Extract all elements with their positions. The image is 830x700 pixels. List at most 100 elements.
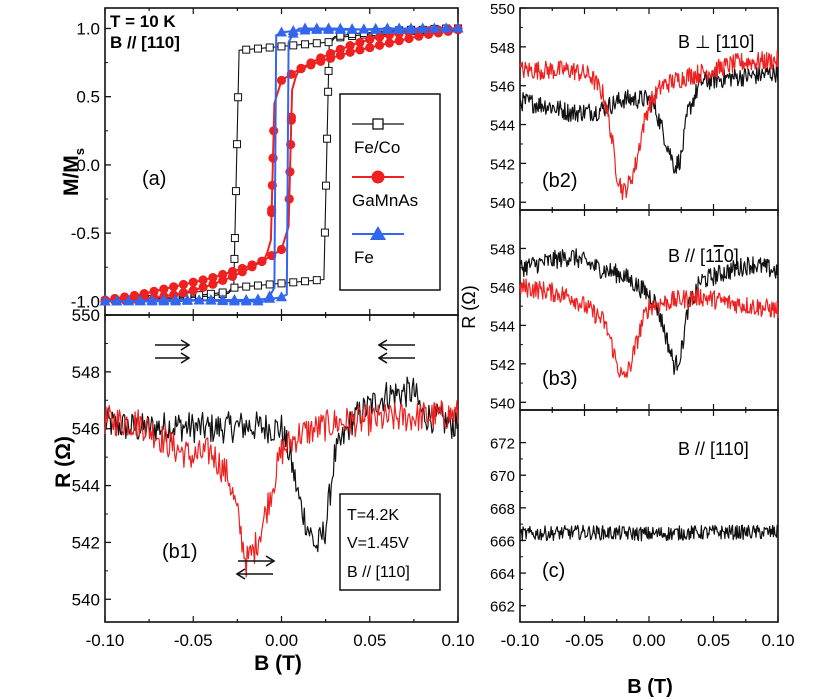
marker-gamnas (414, 31, 424, 41)
marker-fe (193, 294, 205, 305)
panel-c: 662 664 666 668 670 672 -0.10 -0.05 0.00 0.05 0.10 (490, 409, 795, 650)
marker-fe-co (234, 93, 243, 102)
left-xlabel: B (T) (254, 652, 302, 675)
marker-fe (134, 294, 146, 305)
marker-gamnas (178, 288, 189, 298)
legend: Fe/Co GaMnAs Fe (339, 93, 441, 291)
marker-fe-co (324, 66, 333, 75)
panel-b1-xtick-label: 0.05 (353, 631, 386, 650)
marker-gamnas (188, 277, 198, 287)
arrow-bottom-left-head (235, 568, 246, 580)
panel-b1-ytick-label: 550 (72, 306, 100, 325)
marker-fe-co (289, 278, 298, 287)
marker-fe (276, 26, 287, 37)
marker-gamnas (208, 279, 218, 289)
marker-gamnas (394, 36, 404, 46)
marker-fe-co (312, 39, 321, 48)
marker-fe (381, 22, 393, 33)
marker-fe-co (265, 43, 274, 52)
marker-fe (393, 22, 405, 33)
marker-fe (217, 295, 229, 306)
right-xlabel: B (T) (627, 676, 673, 698)
panel-c-series-trace (519, 524, 779, 542)
panel-b2-ytick-label: 550 (490, 1, 515, 18)
marker-fe (158, 293, 170, 304)
marker-fe (440, 22, 452, 33)
marker-gamnas (365, 42, 375, 53)
marker-gamnas (227, 271, 238, 281)
panel-b1-ytick-label: 542 (72, 533, 100, 552)
panel-a-ylabel: M/Ms (60, 148, 87, 196)
marker-fe (346, 23, 358, 34)
legend-marker-fe-co (372, 118, 384, 130)
info-field: B // [110] (347, 564, 410, 581)
panel-b2-field-label: B ⊥ [110] (678, 32, 754, 52)
marker-fe-co (312, 276, 321, 285)
marker-gamnas (374, 40, 385, 50)
panel-b3-series-sweep-down (519, 278, 779, 379)
marker-fe (358, 23, 370, 34)
marker-gamnas (355, 37, 365, 48)
marker-gamnas (269, 126, 279, 136)
panel-b1: 540 542 544 546 548 550 -0.10 -0.05 0.00 0.05 0.10 (72, 306, 475, 650)
panel-c-xtick-label: -0.05 (565, 631, 604, 650)
marker-fe-co (242, 282, 251, 291)
info-temperature: T=4.2K (347, 507, 399, 524)
panel-b3-ytick-label: 542 (490, 357, 515, 374)
marker-fe (252, 295, 264, 306)
marker-gamnas (198, 275, 208, 285)
marker-gamnas (365, 34, 375, 44)
marker-gamnas (276, 244, 287, 255)
panel-b1-xtick-label: -0.05 (174, 631, 213, 650)
marker-fe (123, 295, 135, 306)
marker-fe (99, 295, 111, 306)
legend-label-gamnas: GaMnAs (352, 191, 418, 210)
sweep-arrows (155, 339, 415, 580)
marker-fe-co (230, 234, 239, 243)
panel-b3-ytick-label: 548 (490, 241, 515, 258)
panel-a-ytick-label: 0.0 (76, 156, 100, 175)
panel-a-label: (a) (142, 168, 166, 190)
marker-gamnas (247, 262, 257, 272)
marker-fe (299, 24, 311, 35)
marker-gamnas (384, 38, 394, 48)
marker-fe-co (233, 140, 242, 149)
arrow-left-bottom-head (377, 352, 388, 364)
right-ylabel: R (Ω) (459, 285, 479, 328)
panel-b3-ytick-label: 544 (490, 318, 515, 335)
panel-c-ytick-label: 670 (490, 468, 515, 485)
marker-gamnas (335, 50, 345, 60)
marker-gamnas (267, 208, 277, 218)
marker-fe (240, 295, 252, 306)
panel-b1-ylabel: R (Ω) (52, 436, 75, 488)
marker-fe-co (289, 41, 298, 50)
marker-gamnas (159, 284, 169, 294)
panel-b1-ytick-label: 548 (72, 363, 100, 382)
marker-fe-co (301, 40, 310, 49)
marker-fe-co (301, 277, 310, 286)
panel-b1-xtick-label: -0.10 (86, 631, 125, 650)
panel-c-xtick-label: 0.05 (697, 631, 730, 650)
panel-a-ytick-label: -1.0 (71, 292, 100, 311)
marker-fe-co (324, 38, 333, 47)
marker-fe (417, 22, 429, 33)
panel-b3-label: (b3) (542, 368, 578, 390)
marker-fe (146, 294, 158, 305)
panel-c-xtick-label: 0.00 (632, 631, 665, 650)
marker-fe (181, 293, 193, 304)
panel-b2-ytick-label: 540 (490, 195, 515, 212)
panel-b1-xtick-label: 0.00 (265, 631, 298, 650)
info-box-frame (339, 493, 441, 591)
panel-a-annotation-temperature: T = 10 K (110, 12, 176, 31)
info-voltage: V=1.45V (347, 535, 409, 552)
panel-b1-xtick-label: 0.10 (441, 631, 474, 650)
marker-fe (334, 23, 346, 34)
marker-fe-co (324, 87, 333, 96)
marker-gamnas (286, 112, 296, 122)
marker-fe (370, 22, 382, 33)
marker-fe-co (253, 44, 262, 53)
marker-fe (428, 22, 440, 33)
panel-c-ytick-label: 666 (490, 533, 515, 550)
marker-fe (264, 290, 276, 301)
marker-gamnas (218, 275, 228, 286)
